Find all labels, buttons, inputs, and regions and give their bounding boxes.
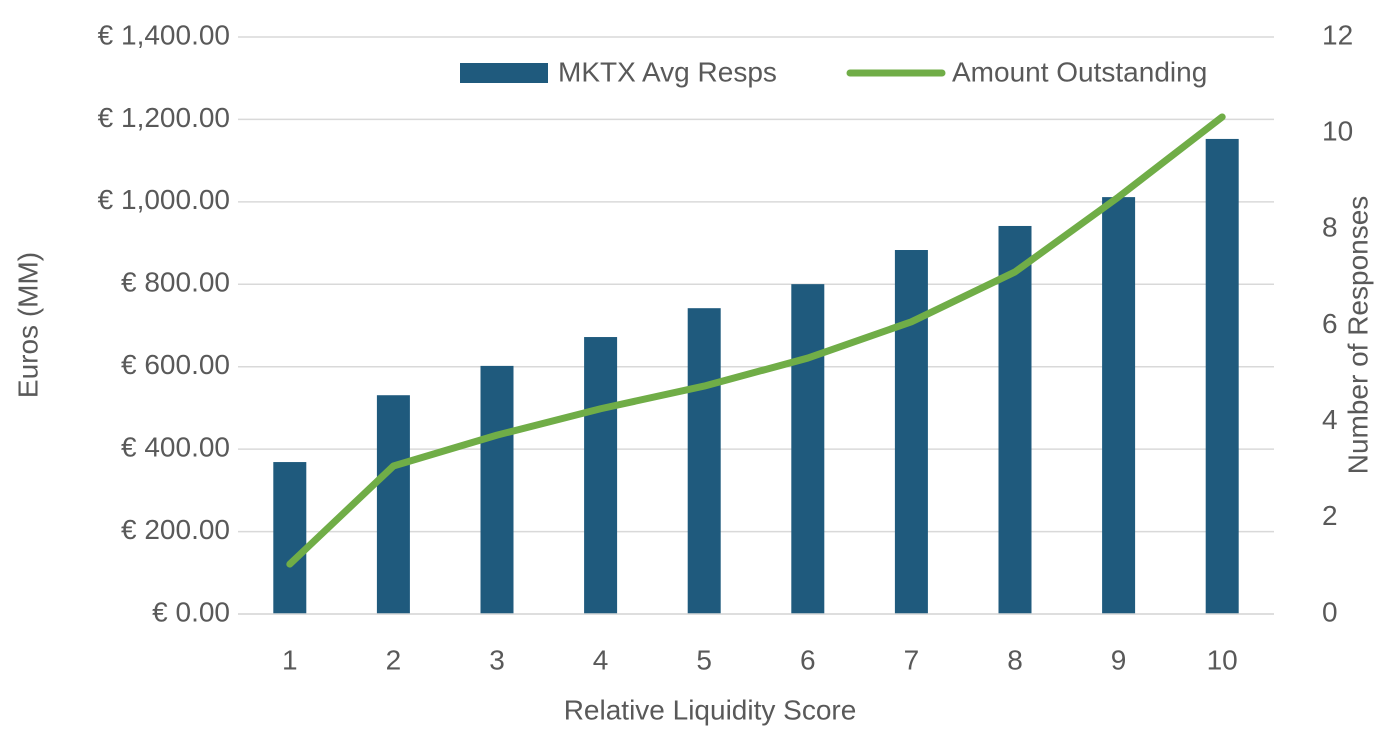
y2-tick-label: 8	[1322, 212, 1338, 243]
x-tick-label: 2	[386, 644, 402, 675]
x-tick-label: 7	[904, 644, 920, 675]
bar	[998, 225, 1032, 614]
y-tick-label: € 1,000.00	[98, 184, 230, 215]
y-tick-label: € 800.00	[121, 267, 230, 298]
line	[286, 113, 1226, 568]
y-tick-label: € 0.00	[152, 596, 230, 627]
y2-tick-label: 0	[1322, 596, 1338, 627]
bar	[791, 284, 825, 614]
y-tick-label: € 1,400.00	[98, 19, 230, 50]
y-tick-label: € 400.00	[121, 432, 230, 463]
bar	[273, 462, 307, 614]
bar	[1205, 138, 1239, 615]
legend-swatch	[460, 63, 548, 83]
bar	[584, 337, 618, 614]
x-tick-label: 1	[282, 644, 298, 675]
bar	[480, 365, 514, 614]
y-tick-label: € 600.00	[121, 349, 230, 380]
x-tick-label: 8	[1007, 644, 1023, 675]
y2-tick-label: 6	[1322, 308, 1338, 339]
legend-label: MKTX Avg Resps	[558, 56, 777, 87]
y2-axis-title: Number of Responses	[1342, 196, 1373, 475]
x-tick-label: 4	[593, 644, 609, 675]
y-axis-title: Euros (MM)	[12, 252, 43, 398]
x-axis-title: Relative Liquidity Score	[564, 694, 857, 725]
bar	[376, 395, 410, 614]
bar	[687, 308, 721, 614]
bar	[1102, 197, 1136, 614]
x-tick-label: 9	[1111, 644, 1127, 675]
y2-tick-label: 12	[1322, 19, 1353, 50]
x-tick-label: 10	[1207, 644, 1238, 675]
y-tick-label: € 200.00	[121, 514, 230, 545]
legend-label: Amount Outstanding	[952, 56, 1207, 87]
y2-tick-label: 4	[1322, 404, 1338, 435]
x-tick-label: 5	[696, 644, 712, 675]
y2-tick-label: 2	[1322, 500, 1338, 531]
x-tick-label: 3	[489, 644, 505, 675]
bar	[894, 250, 928, 615]
y-tick-label: € 1,200.00	[98, 102, 230, 133]
x-tick-label: 6	[800, 644, 816, 675]
y2-tick-label: 10	[1322, 116, 1353, 147]
